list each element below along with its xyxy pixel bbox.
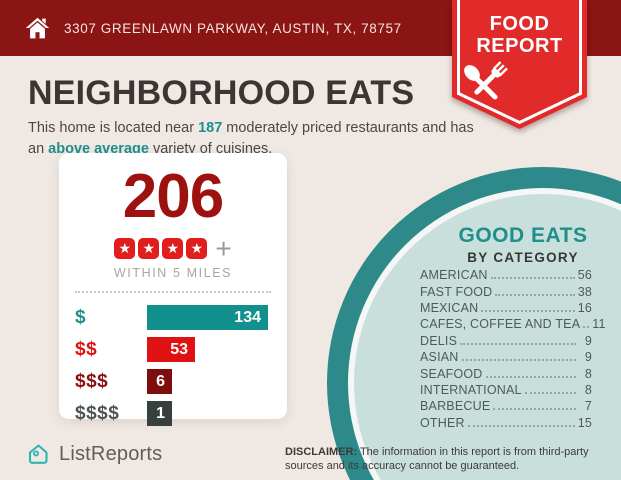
- category-name: AMERICAN: [420, 268, 488, 283]
- category-name: FAST FOOD: [420, 284, 493, 299]
- ribbon-shape: [452, 0, 587, 129]
- category-name: BARBECUE: [420, 399, 491, 414]
- category-row: ASIAN 9: [420, 349, 592, 365]
- category-row: CAFES, COFFEE AND TEA 11: [420, 316, 605, 332]
- price-tier-label: $$$$: [75, 402, 120, 424]
- star-icon: ★: [162, 237, 184, 259]
- category-name: MEXICAN: [420, 300, 479, 315]
- category-row: AMERICAN 56: [420, 267, 592, 283]
- ribbon-title: FOOD REPORT: [452, 13, 587, 58]
- dotted-leader: [493, 408, 576, 411]
- category-name: SEAFOOD: [420, 366, 483, 381]
- category-count: 16: [577, 300, 592, 315]
- dotted-leader: [485, 375, 576, 378]
- disclaimer: DISCLAIMER: The information in this repo…: [285, 445, 591, 474]
- good-eats-title: GOOD EATS: [458, 224, 588, 247]
- dotted-leader: [490, 277, 575, 280]
- good-eats-subtitle: BY CATEGORY: [467, 250, 579, 265]
- category-row: BARBECUE 7: [420, 398, 592, 414]
- disclaimer-label: DISCLAIMER:: [285, 446, 358, 458]
- price-tier-label: $: [75, 306, 87, 328]
- price-tier-label: $$$: [75, 370, 109, 392]
- brand-name: ListReports: [59, 442, 163, 465]
- ribbon-title-line1: FOOD: [489, 13, 550, 35]
- category-count: 9: [584, 333, 592, 348]
- price-tier-row: $$$ 6: [75, 369, 271, 394]
- dotted-leader: [495, 293, 575, 296]
- food-report-ribbon: FOOD REPORT: [452, 0, 587, 132]
- star-icon: ★: [114, 237, 136, 259]
- price-tier-row: $$ 53: [75, 337, 271, 362]
- subtitle-text-mid: moderately priced restaurants and has an: [28, 120, 474, 158]
- restaurant-count-highlight: 187: [198, 120, 223, 136]
- category-count: 9: [584, 350, 592, 365]
- dotted-leader: [467, 424, 575, 427]
- dotted-leader: [524, 391, 576, 394]
- ribbon-title-line2: REPORT: [476, 35, 563, 58]
- category-count: 11: [592, 317, 606, 332]
- price-tier-row: $$$$ 1: [75, 401, 271, 426]
- dotted-divider: [75, 291, 271, 293]
- category-count: 38: [577, 284, 592, 299]
- listreports-logo: ListReports: [25, 441, 162, 467]
- price-tier-bar: 1: [147, 401, 172, 426]
- category-row: INTERNATIONAL 8: [420, 382, 592, 398]
- star-icon: ★: [138, 237, 160, 259]
- radius-label: WITHIN 5 MILES: [113, 266, 233, 280]
- dotted-leader: [460, 342, 576, 345]
- category-count: 8: [584, 382, 592, 397]
- category-row: SEAFOOD 8: [420, 365, 592, 381]
- price-tier-bar: 53: [147, 337, 195, 362]
- category-row: OTHER 15: [420, 415, 592, 431]
- listreports-logo-icon: [25, 441, 51, 467]
- price-tier-bar: 134: [147, 305, 268, 330]
- category-name: DELIS: [420, 333, 458, 348]
- category-count: 56: [577, 268, 592, 283]
- category-row: FAST FOOD 38: [420, 283, 592, 299]
- house-icon: [24, 15, 51, 42]
- price-tier-row: $134: [75, 305, 271, 330]
- property-address: 3307 GREENLAWN PARKWAY, AUSTIN, TX, 7875…: [64, 20, 402, 36]
- page-title: NEIGHBORHOOD EATS: [28, 74, 415, 112]
- rating-stars: ★ ★ ★ ★ +: [75, 232, 271, 264]
- price-tier-bar: 6: [147, 369, 172, 394]
- category-list: AMERICAN 56 FAST FOOD 38 MEXICAN 16 CAFES, COF…: [420, 267, 605, 431]
- category-name: ASIAN: [420, 350, 459, 365]
- category-count: 8: [584, 366, 592, 381]
- category-row: DELIS 9: [420, 333, 592, 349]
- restaurant-stats-card: 206 ★ ★ ★ ★ + WITHIN 5 MILES $134 $$ 53 $$$ 6 $$$…: [59, 153, 287, 426]
- total-restaurants-number: 206: [122, 162, 224, 231]
- category-row: MEXICAN 16: [420, 300, 592, 316]
- good-eats-heading: GOOD EATS BY CATEGORY: [423, 224, 621, 265]
- category-name: OTHER: [420, 415, 465, 430]
- price-bars: $134 $$ 53 $$$ 6 $$$$ 1: [75, 305, 271, 426]
- price-tier-label: $$: [75, 338, 98, 360]
- category-name: INTERNATIONAL: [420, 382, 522, 397]
- dotted-leader: [481, 309, 575, 312]
- subtitle-text: This home is located near: [28, 120, 199, 136]
- plus-sign: +: [215, 232, 232, 264]
- category-count: 15: [577, 415, 592, 430]
- category-count: 7: [584, 399, 592, 414]
- dotted-leader: [583, 326, 590, 329]
- star-icon: ★: [186, 237, 208, 259]
- disclaimer-text: The information in this report is from t…: [285, 446, 589, 473]
- dotted-leader: [461, 359, 576, 362]
- category-name: CAFES, COFFEE AND TEA: [420, 317, 581, 332]
